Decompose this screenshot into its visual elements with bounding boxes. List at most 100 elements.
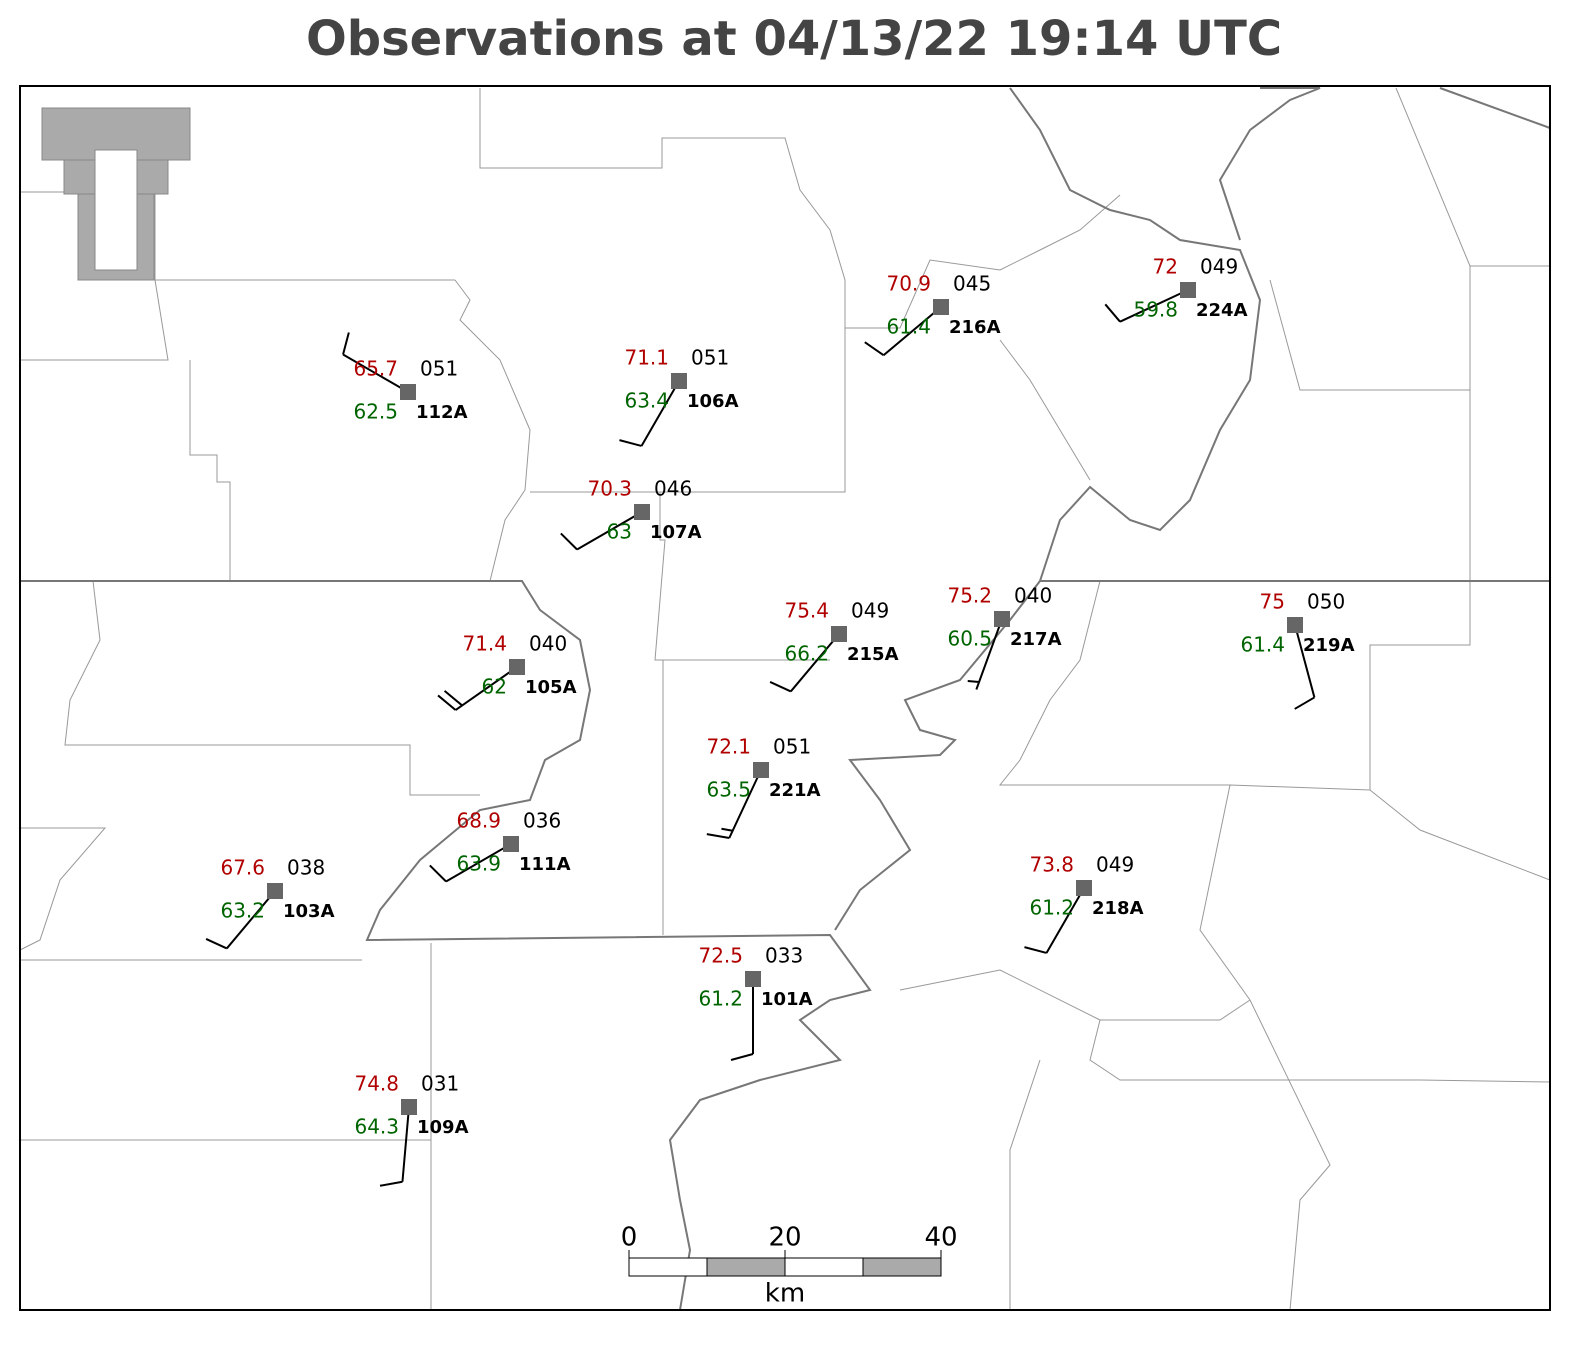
station-marker [1076,880,1092,896]
station-id: 215A [847,644,899,665]
station-marker [933,299,949,315]
temperature: 72.1 [706,735,751,759]
wind-barb [1104,289,1189,323]
temperature: 68.9 [456,809,501,833]
scale-bar: km 0 20 40 [621,1223,958,1309]
station-marker [753,762,769,778]
wind-barb [967,618,1003,690]
station-marker [400,384,416,400]
station-id: 106A [687,391,739,412]
station-marker [401,1099,417,1115]
station-marker [509,659,525,675]
pressure: 046 [654,477,692,501]
dewpoint: 63 [607,520,632,544]
wind-barb [619,380,680,447]
dewpoint: 59.8 [1133,298,1178,322]
pressure: 038 [287,856,325,880]
station-id: 109A [417,1117,469,1138]
dewpoint: 62.5 [353,400,398,424]
wind-barb [769,633,840,693]
temperature: 70.3 [587,477,632,501]
wind-barb [1294,624,1316,710]
dewpoint: 61.4 [1240,633,1285,657]
temperature: 73.8 [1029,853,1074,877]
boundaries [19,87,1551,1311]
station-marker [745,971,761,987]
station-marker [671,373,687,389]
scale-tick-label: 0 [621,1223,638,1253]
temperature: 65.7 [353,357,398,381]
scale-tick-label: 40 [924,1223,957,1253]
wind-barb [560,511,643,551]
scale-tick-label: 20 [768,1223,801,1253]
temperature: 74.8 [354,1072,399,1096]
temperature: 67.6 [220,856,265,880]
map-frame [19,85,1551,1311]
station-id: 217A [1010,629,1062,650]
temperature: 70.9 [886,272,931,296]
station-marker [831,626,847,642]
dewpoint: 62 [482,675,507,699]
wind-barb [437,666,518,711]
wind-barb [1024,887,1085,954]
station-id: 103A [283,901,335,922]
temperature: 72.5 [698,944,743,968]
dewpoint: 61.4 [886,315,931,339]
wind-barb [379,1106,410,1187]
dewpoint: 63.9 [456,852,501,876]
station-marker [994,611,1010,627]
station-id: 111A [519,854,571,875]
station-id: 216A [949,317,1001,338]
station-id: 221A [769,780,821,801]
pressure: 040 [1014,584,1052,608]
pressure: 049 [1200,255,1238,279]
map-title: Observations at 04/13/22 19:14 UTC [306,11,1282,67]
station-id: 224A [1196,300,1248,321]
wind-barb [706,769,762,839]
dewpoint: 63.2 [220,899,265,923]
pressure: 040 [529,632,567,656]
wind-barb [429,843,512,883]
wind-barb [342,332,409,393]
wind-barb [730,979,754,1061]
pressure: 051 [773,735,811,759]
dewpoint: 66.2 [784,642,829,666]
station-marker [1287,617,1303,633]
pressure: 036 [523,809,561,833]
scale-unit: km [765,1279,805,1309]
pressure: 045 [953,272,991,296]
station-marker [1180,282,1196,298]
station-id: 101A [761,989,813,1010]
dewpoint: 64.3 [354,1115,399,1139]
temperature: 75.2 [947,584,992,608]
station-id: 107A [650,522,702,543]
station-marker [267,883,283,899]
temperature: 71.1 [624,346,669,370]
station-marker [503,836,519,852]
pressure: 051 [691,346,729,370]
temperature: 72 [1153,255,1178,279]
scale-segment [706,1257,786,1277]
logo [41,107,191,281]
station-id: 218A [1092,898,1144,919]
pressure: 049 [851,599,889,623]
pressure: 049 [1096,853,1134,877]
dewpoint: 63.4 [624,389,669,413]
station-id: 112A [416,402,468,423]
pressure: 050 [1307,590,1345,614]
wind-barb [864,306,942,357]
temperature: 75.4 [784,599,829,623]
dewpoint: 60.5 [947,627,992,651]
pressure: 051 [420,357,458,381]
dewpoint: 61.2 [1029,896,1074,920]
pressure: 033 [765,944,803,968]
pressure: 031 [421,1072,459,1096]
temperature: 75 [1260,590,1285,614]
temperature: 71.4 [462,632,507,656]
station-id: 219A [1303,635,1355,656]
station-id: 105A [525,677,577,698]
station-marker [634,504,650,520]
scale-segment [862,1257,942,1277]
dewpoint: 61.2 [698,987,743,1011]
